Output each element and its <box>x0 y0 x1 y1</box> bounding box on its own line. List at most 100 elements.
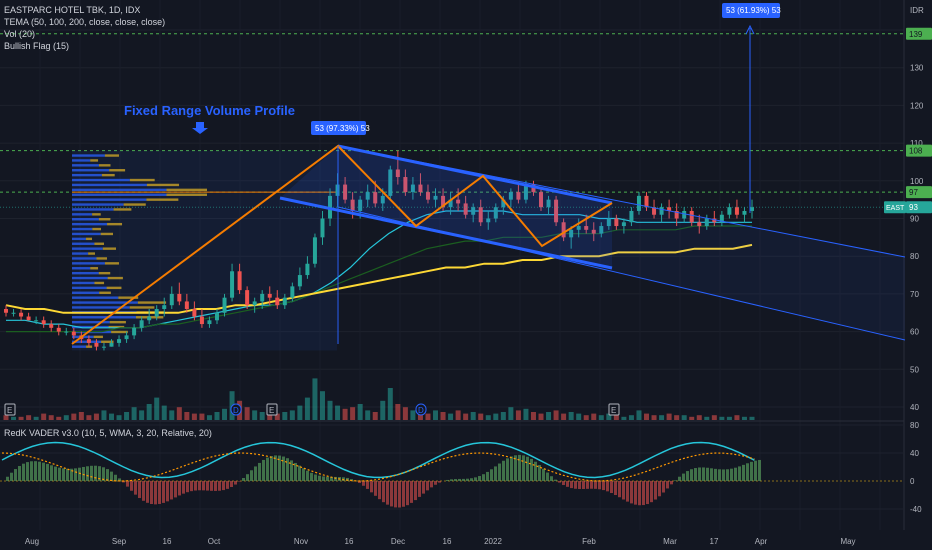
price-tick-label: 70 <box>910 290 919 299</box>
candle <box>207 320 212 325</box>
vp-row-down <box>146 183 180 187</box>
flag-fill <box>280 146 612 268</box>
vp-row-up <box>72 183 147 187</box>
pole-measure-label: 53 (97.33%) 53 <box>315 124 370 133</box>
osc-bar <box>330 476 333 481</box>
osc-bar <box>418 481 421 497</box>
volume-bars <box>3 378 755 420</box>
oscillator-legend[interactable]: RedK VADER v3.0 (10, 5, WMA, 3, 20, Rela… <box>4 428 212 438</box>
osc-bar <box>398 481 401 508</box>
osc-line-slow <box>1 452 755 482</box>
osc-bar <box>142 481 145 501</box>
osc-bar <box>362 481 365 486</box>
indicator-vol[interactable]: Vol (20) <box>4 29 36 39</box>
osc-bar <box>562 481 565 486</box>
osc-bar <box>394 481 397 508</box>
vp-row-up <box>72 296 119 299</box>
osc-bar <box>626 481 629 502</box>
target-arrow-icon <box>745 24 755 35</box>
candle <box>441 195 446 208</box>
candle <box>169 293 174 306</box>
indicator-tema[interactable]: TEMA (50, 100, 200, close, close, close) <box>4 17 166 27</box>
candle <box>478 207 483 223</box>
osc-bar <box>618 481 621 498</box>
vp-row-down <box>94 281 105 285</box>
osc-bar <box>206 481 209 491</box>
candle <box>320 218 325 238</box>
osc-bar <box>614 481 617 496</box>
volume-bar <box>485 415 491 420</box>
volume-bar <box>644 413 650 420</box>
vp-row-down <box>88 252 96 255</box>
volume-bar <box>417 412 423 420</box>
candle <box>704 218 709 227</box>
volume-bar <box>719 416 725 420</box>
osc-bar <box>706 467 709 481</box>
osc-bar <box>514 455 517 481</box>
candle <box>214 312 219 321</box>
level-tag-label: 139 <box>909 30 923 39</box>
osc-bar <box>134 481 137 495</box>
volume-bar <box>523 408 529 420</box>
time-tick-label: Oct <box>208 537 221 546</box>
candle <box>403 177 408 193</box>
osc-bar <box>166 481 169 502</box>
osc-bar <box>546 472 549 481</box>
volume-bar <box>327 400 333 420</box>
volume-bar <box>11 416 17 420</box>
volume-profile: Fixed Range Volume Profile <box>72 103 337 351</box>
candle <box>531 184 536 193</box>
vp-row-up <box>72 306 130 309</box>
volume-bar <box>628 415 634 420</box>
time-tick-label: 2022 <box>484 537 502 546</box>
osc-bar <box>74 468 77 481</box>
osc-bar <box>10 472 13 481</box>
volume-bar <box>455 410 461 420</box>
osc-bar <box>746 463 749 481</box>
osc-bar <box>242 478 245 481</box>
vp-row-up <box>72 247 103 250</box>
volume-bar <box>478 413 484 420</box>
candle <box>523 184 528 200</box>
target-measure-label: 53 (61.93%) 53 <box>726 6 781 15</box>
osc-bar <box>358 481 361 484</box>
volume-bar <box>636 410 642 420</box>
candle <box>132 327 137 336</box>
osc-bar <box>214 481 217 491</box>
symbol-title[interactable]: EASTPARC HOTEL TBK, 1D, IDX <box>4 5 141 15</box>
osc-bar <box>78 467 81 481</box>
volume-bar <box>448 413 454 420</box>
candle <box>689 210 694 223</box>
osc-bar <box>226 481 229 489</box>
candle <box>154 308 159 317</box>
vp-row-up <box>72 316 136 319</box>
target-measure-tag <box>722 3 780 18</box>
osc-bar <box>662 481 665 493</box>
vp-row-up <box>72 227 93 231</box>
osc-bar <box>538 465 541 481</box>
osc-bar <box>434 481 437 485</box>
osc-bar <box>62 468 65 481</box>
vp-row-down <box>90 267 99 270</box>
volume-bar <box>425 413 431 420</box>
osc-bar <box>210 481 213 491</box>
ticker-tag-label: EAST <box>886 205 905 212</box>
osc-bar <box>118 478 121 481</box>
candle <box>674 210 679 219</box>
osc-bar <box>254 466 257 481</box>
vp-row-up <box>72 325 109 329</box>
osc-bar <box>674 480 677 481</box>
osc-bar <box>282 456 285 481</box>
indicator-flag[interactable]: Bullish Flag (15) <box>4 41 70 51</box>
osc-bar <box>522 455 525 481</box>
vp-row-down <box>109 320 126 324</box>
volume-bar <box>86 415 92 420</box>
osc-bar <box>450 479 453 481</box>
volume-bar <box>372 412 378 420</box>
currency-label: IDR <box>910 6 924 15</box>
osc-bar <box>258 462 261 481</box>
osc-bar <box>414 481 417 501</box>
time-tick-label: Sep <box>112 537 127 546</box>
vp-row-up <box>72 232 101 236</box>
